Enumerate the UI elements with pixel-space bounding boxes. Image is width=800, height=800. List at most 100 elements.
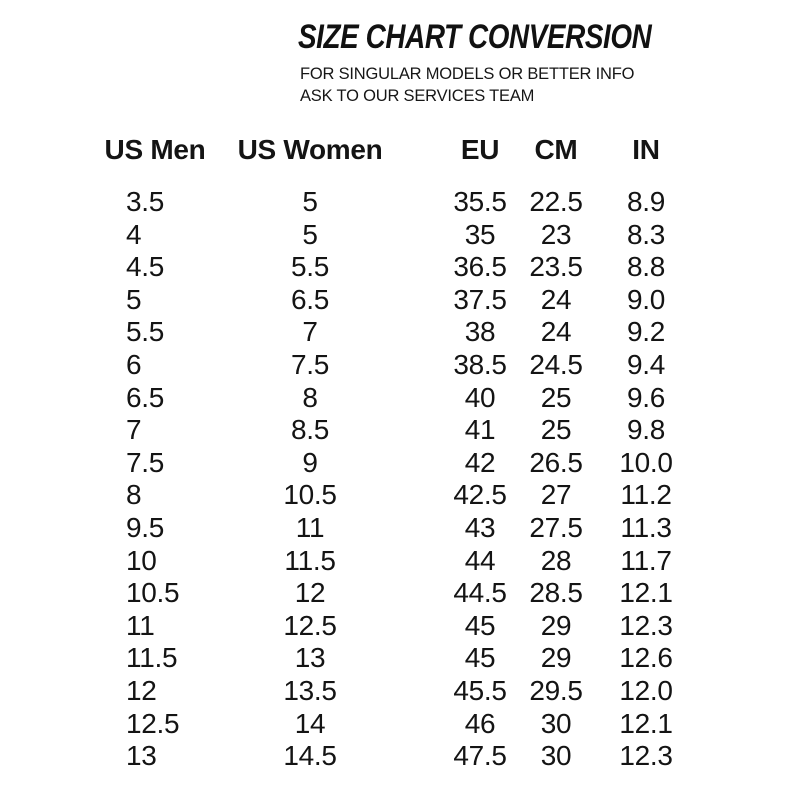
cell-in: 9.4: [626, 348, 666, 380]
column-values-cm: 22.5 23 23.5 24 24 24.5 25 25 26.5 27 27.5 28 28.5 29…: [506, 186, 606, 773]
cell-us_men: 5: [126, 283, 142, 315]
cell-us_men: 5.5: [126, 316, 165, 348]
column-eu: EU 35.5 35 36.5 37.5 38 38.5 40 41 42 42.5 43 44 44.…: [430, 135, 530, 773]
cell-eu: 37.5: [453, 283, 507, 315]
cell-us_men: 7: [126, 414, 142, 446]
cell-eu: 35: [464, 218, 496, 250]
chart-header: SIZE CHART CONVERSION FOR SINGULAR MODEL…: [298, 18, 729, 107]
cell-us_women: 7.5: [290, 348, 330, 380]
cell-eu: 45.5: [453, 674, 507, 706]
cell-us_women: 5: [302, 186, 318, 217]
cell-us_women: 14: [294, 707, 326, 739]
cell-us_men: 12: [126, 674, 157, 706]
column-values-in: 8.9 8.3 8.8 9.0 9.2 9.4 9.6 9.8 10.0 11.2 11.3 11.7…: [596, 186, 696, 773]
column-header-us-women: US Women: [237, 134, 383, 165]
cell-cm: 23: [540, 218, 572, 250]
subtitle-line-1: FOR SINGULAR MODELS OR BETTER INFO: [300, 65, 635, 83]
cell-us_women: 8: [302, 381, 318, 413]
cell-us_men: 11: [126, 609, 155, 641]
cell-us_men: 4: [126, 218, 142, 250]
cell-cm: 24: [540, 316, 572, 348]
cell-us_women: 12.5: [283, 609, 337, 641]
cell-eu: 38: [464, 316, 496, 348]
cell-in: 11.7: [620, 544, 672, 576]
column-header-cm: CM: [534, 134, 578, 165]
column-values-eu: 35.5 35 36.5 37.5 38 38.5 40 41 42 42.5 43 44 44.5 45…: [430, 186, 530, 773]
cell-cm: 27: [540, 479, 572, 511]
cell-in: 10.0: [619, 446, 673, 478]
cell-cm: 27.5: [529, 511, 583, 543]
cell-in: 12.0: [619, 674, 673, 706]
page-title: SIZE CHART CONVERSION: [298, 18, 652, 56]
column-header-us-men: US Men: [104, 134, 206, 165]
cell-in: 9.2: [626, 316, 666, 348]
cell-us_women: 5: [302, 218, 318, 250]
cell-us_women: 11: [295, 511, 325, 543]
cell-us_men: 3.5: [126, 186, 165, 217]
cell-in: 12.1: [619, 577, 673, 609]
cell-cm: 25: [540, 381, 572, 413]
cell-us_women: 10.5: [283, 479, 337, 511]
column-values-us-men: 3.5 4 4.5 5 5.5 6 6.5 7 7.5 8 9.5 10 10.5 11 11.5 12 12.…: [95, 186, 215, 773]
cell-in: 12.6: [619, 642, 673, 674]
cell-us_women: 14.5: [283, 740, 337, 772]
cell-eu: 45: [464, 609, 496, 641]
cell-in: 8.3: [626, 218, 666, 250]
cell-eu: 42.5: [453, 479, 507, 511]
cell-us_women: 13.5: [283, 674, 337, 706]
cell-eu: 36.5: [453, 251, 507, 283]
cell-eu: 43: [464, 511, 496, 543]
cell-us_men: 10: [126, 544, 157, 576]
subtitle: FOR SINGULAR MODELS OR BETTER INFO ASK T…: [300, 63, 729, 107]
cell-us_women: 13: [294, 642, 326, 674]
cell-in: 8.9: [626, 186, 666, 217]
cell-eu: 47.5: [453, 740, 507, 772]
cell-us_women: 8.5: [290, 414, 330, 446]
cell-eu: 38.5: [453, 348, 507, 380]
cell-us_women: 5.5: [290, 251, 330, 283]
cell-eu: 41: [464, 414, 496, 446]
column-values-us-women: 5 5 5.5 6.5 7 7.5 8 8.5 9 10.5 11 11.5 12 12.5 13 13.5 1…: [230, 186, 390, 773]
cell-cm: 29: [540, 609, 572, 641]
cell-us_men: 6.5: [126, 381, 165, 413]
cell-cm: 24: [540, 283, 572, 315]
cell-cm: 24.5: [529, 348, 583, 380]
cell-cm: 25: [540, 414, 572, 446]
cell-us_women: 7: [302, 316, 318, 348]
size-conversion-table: US Men 3.5 4 4.5 5 5.5 6 6.5 7 7.5 8 9.5 10 10.5 11 11…: [0, 135, 800, 785]
cell-eu: 44.5: [453, 577, 507, 609]
cell-in: 9.6: [626, 381, 666, 413]
cell-in: 12.3: [619, 740, 673, 772]
cell-eu: 42: [464, 446, 496, 478]
subtitle-line-2: ASK TO OUR SERVICES TEAM: [300, 87, 535, 105]
cell-us_men: 7.5: [126, 446, 165, 478]
cell-cm: 30: [540, 707, 572, 739]
cell-cm: 23.5: [529, 251, 583, 283]
column-us-women: US Women 5 5 5.5 6.5 7 7.5 8 8.5 9 10.5 11 11.5 12 12…: [230, 135, 390, 773]
cell-cm: 22.5: [529, 186, 583, 217]
cell-cm: 30: [540, 740, 572, 772]
cell-us_women: 11.5: [284, 544, 336, 576]
cell-us_men: 11.5: [126, 642, 178, 674]
cell-eu: 44: [464, 544, 496, 576]
cell-in: 9.8: [626, 414, 666, 446]
cell-us_men: 10.5: [126, 577, 180, 609]
cell-us_men: 6: [126, 348, 142, 380]
cell-us_men: 13: [126, 740, 157, 772]
cell-us_women: 9: [302, 446, 318, 478]
cell-us_women: 6.5: [290, 283, 330, 315]
cell-eu: 40: [464, 381, 496, 413]
cell-eu: 45: [464, 642, 496, 674]
cell-cm: 29.5: [529, 674, 583, 706]
cell-in: 12.3: [619, 609, 673, 641]
cell-in: 12.1: [619, 707, 673, 739]
cell-us_men: 9.5: [126, 511, 165, 543]
cell-in: 8.8: [626, 251, 666, 283]
column-us-men: US Men 3.5 4 4.5 5 5.5 6 6.5 7 7.5 8 9.5 10 10.5 11 11…: [95, 135, 215, 773]
cell-us_men: 8: [126, 479, 142, 511]
cell-in: 11.3: [620, 511, 672, 543]
cell-cm: 29: [540, 642, 572, 674]
cell-in: 11.2: [620, 479, 672, 511]
column-cm: CM 22.5 23 23.5 24 24 24.5 25 25 26.5 27 27.5 28 28.…: [506, 135, 606, 773]
